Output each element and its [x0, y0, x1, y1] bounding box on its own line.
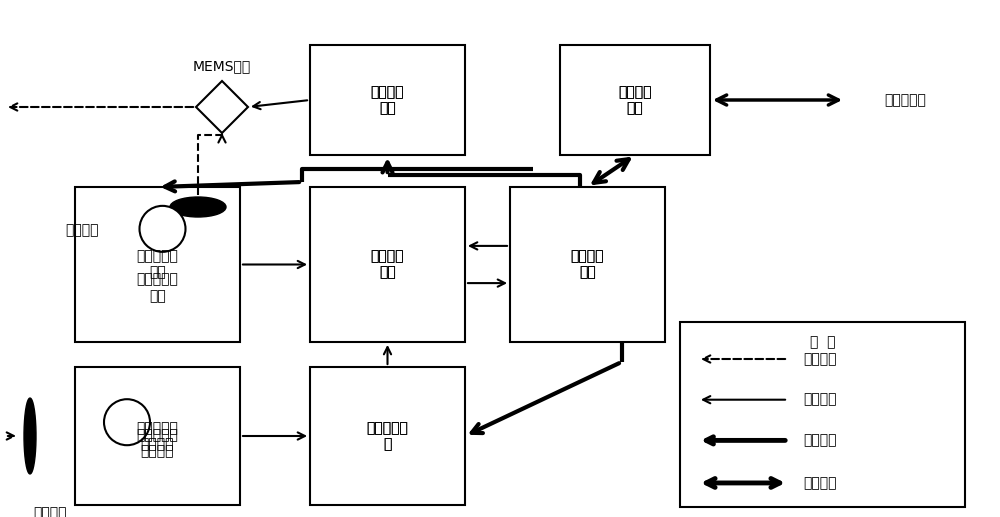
Text: 振镜驱动
模块: 振镜驱动 模块 — [371, 85, 404, 115]
Bar — [75, 187, 240, 342]
Bar — [75, 367, 240, 505]
Text: 数据通信
单元: 数据通信 单元 — [618, 85, 652, 115]
Bar — [510, 187, 665, 342]
Text: 振镜驱动
模块: 振镜驱动 模块 — [371, 85, 404, 115]
Bar — [560, 45, 710, 155]
Text: 光学信号: 光学信号 — [803, 352, 836, 366]
Bar — [310, 367, 465, 505]
Text: 数据通信
单元: 数据通信 单元 — [618, 85, 652, 115]
Text: 测距处理
单元: 测距处理 单元 — [371, 249, 404, 280]
Text: 测距处理
单元: 测距处理 单元 — [371, 249, 404, 280]
Text: 图  例: 图 例 — [810, 335, 835, 349]
Text: 主控处理
单元: 主控处理 单元 — [571, 249, 604, 280]
Bar — [680, 322, 965, 507]
Text: 主控处理
单元: 主控处理 单元 — [571, 249, 604, 280]
Text: 信号处理单
元: 信号处理单 元 — [367, 421, 408, 451]
Text: 反馈信号: 反馈信号 — [803, 393, 836, 407]
Text: 光学系统: 光学系统 — [65, 223, 99, 237]
Text: 控制信号: 控制信号 — [803, 433, 836, 447]
Text: 光信号接收
处理单元: 光信号接收 处理单元 — [137, 428, 178, 458]
Bar — [310, 45, 465, 155]
Bar — [310, 187, 465, 342]
Text: 光信号发射
单元: 光信号发射 单元 — [137, 249, 178, 280]
Text: 上位机通信: 上位机通信 — [884, 93, 926, 107]
Ellipse shape — [170, 197, 226, 217]
Text: 光信号接收
处理单元: 光信号接收 处理单元 — [137, 421, 178, 451]
Polygon shape — [196, 81, 248, 133]
Text: 数据通信: 数据通信 — [803, 476, 836, 490]
Polygon shape — [24, 398, 36, 474]
Text: 信号处理单
元: 信号处理单 元 — [367, 421, 408, 451]
Text: 光学系统: 光学系统 — [33, 506, 67, 517]
Text: 光信号发射
单元: 光信号发射 单元 — [137, 272, 178, 303]
Text: MEMS振镜: MEMS振镜 — [193, 59, 251, 73]
Circle shape — [140, 206, 186, 252]
Circle shape — [104, 399, 150, 445]
